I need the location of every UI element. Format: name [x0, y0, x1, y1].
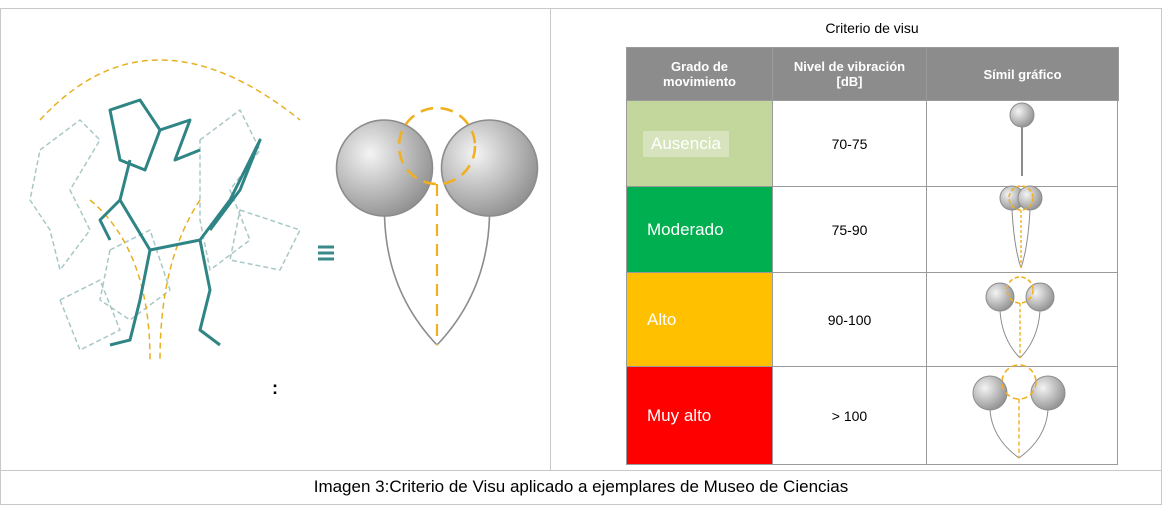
graphic-part [1017, 185, 1043, 211]
graphic-part [1008, 185, 1034, 211]
caption: Imagen 3:Criterio de Visu aplicado a eje… [313, 477, 849, 496]
divider [0, 470, 1162, 471]
grade-label: Ausencia [643, 130, 729, 157]
grade-cell: Alto [626, 272, 773, 367]
graphic-part [1006, 276, 1034, 304]
grade-cell: Moderado [626, 186, 773, 273]
left-label: : [272, 378, 278, 398]
header-cell: Símil gráfico [926, 47, 1119, 101]
criteria-title: Criterio de visu [825, 20, 919, 36]
header-cell: Nivel de vibración [dB] [772, 47, 927, 101]
graphic-part [440, 119, 539, 217]
graphic-part [1011, 209, 1031, 269]
graphic-part [985, 282, 1015, 312]
equivalence-sign [318, 245, 334, 261]
graphic-part [1009, 102, 1035, 128]
divider [550, 8, 551, 470]
graphic-cell [926, 366, 1118, 465]
graphic-part [999, 310, 1041, 359]
bird-sketch [29, 59, 301, 361]
graphic-part [989, 409, 1049, 459]
header-cell: Grado de movimiento [626, 47, 773, 101]
grade-cell: Muy alto [626, 366, 773, 465]
graphic-part [972, 375, 1008, 411]
graphic-part [397, 106, 477, 186]
graphic-part [1001, 364, 1037, 400]
graphic-part [383, 215, 491, 346]
graphic-part [335, 119, 434, 217]
